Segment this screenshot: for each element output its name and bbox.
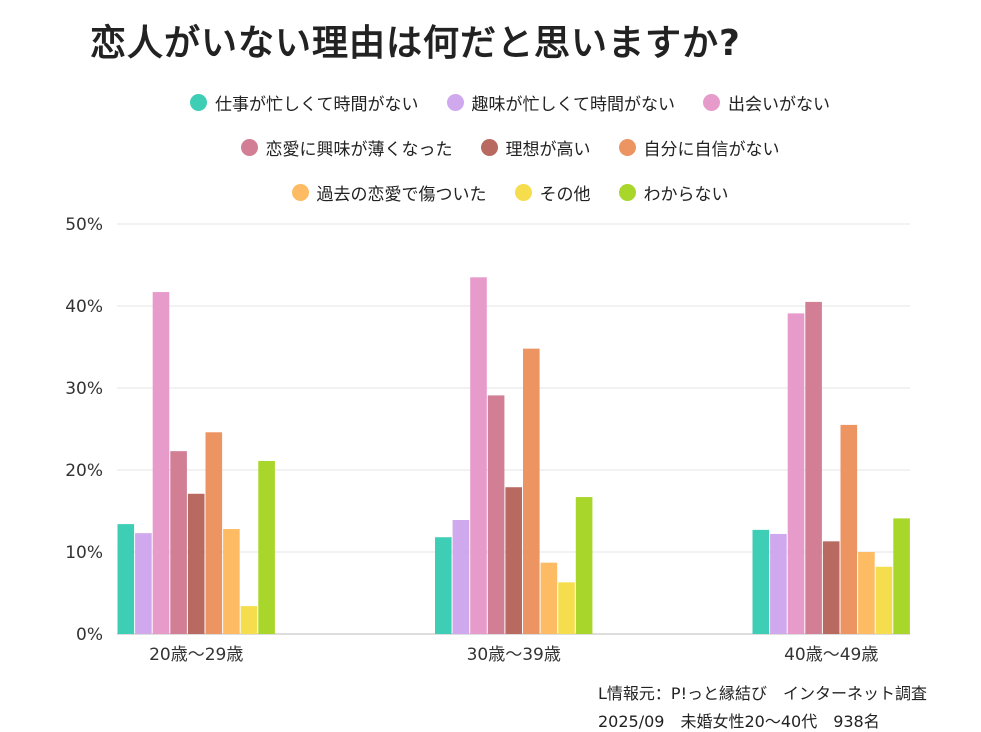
bar xyxy=(523,348,540,634)
bar xyxy=(223,529,240,634)
legend-row-3: 過去の恋愛で傷ついた その他 わからない xyxy=(0,180,981,205)
legend-item: 過去の恋愛で傷ついた xyxy=(291,180,487,205)
bar xyxy=(240,606,258,634)
bar xyxy=(575,497,593,634)
bar xyxy=(152,292,170,634)
y-tick-label: 0% xyxy=(76,625,103,645)
bar xyxy=(858,552,875,634)
bar xyxy=(805,301,822,634)
legend-label: わからない xyxy=(643,185,729,205)
bar xyxy=(787,313,805,634)
legend-item: 趣味が忙しくて時間がない xyxy=(446,90,676,115)
legend-swatch xyxy=(446,94,464,111)
y-tick-label: 50% xyxy=(65,215,103,235)
bar xyxy=(893,518,910,634)
legend-item: 恋愛に興味が薄くなった xyxy=(240,135,453,160)
legend-label: 過去の恋愛で傷ついた xyxy=(316,185,487,205)
y-tick-label: 30% xyxy=(65,379,103,399)
legend-swatch xyxy=(618,139,636,156)
bar xyxy=(487,395,505,634)
bar xyxy=(170,451,187,634)
bar xyxy=(187,493,205,634)
legend-swatch xyxy=(618,184,636,201)
legend-label: 仕事が忙しくて時間がない xyxy=(215,95,419,115)
bar xyxy=(558,582,575,634)
legend-swatch xyxy=(514,184,532,201)
chart-title: 恋人がいない理由は何だと思いますか? xyxy=(90,23,741,64)
x-tick-label: 40歳～49歳 xyxy=(784,645,878,665)
bar xyxy=(770,533,787,634)
legend-swatch xyxy=(190,94,207,111)
source-line-1: L情報元：P!っと縁結び インターネット調査 xyxy=(598,684,927,703)
bar xyxy=(540,562,558,634)
bar xyxy=(135,533,152,634)
y-tick-label: 10% xyxy=(65,543,103,563)
legend-item: わからない xyxy=(618,180,729,205)
bar xyxy=(452,520,470,634)
legend-row-2: 恋愛に興味が薄くなった 理想が高い 自分に自信がない xyxy=(0,135,981,160)
legend-item: 出会いがない xyxy=(703,90,830,115)
legend-label: 趣味が忙しくて時間がない xyxy=(471,95,676,115)
bar xyxy=(752,529,770,634)
bar xyxy=(840,424,858,634)
legend-label: 出会いがない xyxy=(728,95,830,115)
legend-item: その他 xyxy=(514,180,591,205)
legend-swatch xyxy=(291,184,309,201)
legend-label: 理想が高い xyxy=(505,140,591,160)
legend-swatch xyxy=(703,94,720,111)
x-tick-label: 30歳～39歳 xyxy=(467,645,561,665)
legend-item: 自分に自信がない xyxy=(618,135,780,160)
legend-label: 恋愛に興味が薄くなった xyxy=(265,140,453,160)
y-tick-label: 40% xyxy=(65,297,103,317)
legend-swatch xyxy=(480,139,498,156)
legend-label: 自分に自信がない xyxy=(643,140,780,160)
bar xyxy=(435,537,452,634)
bar xyxy=(470,277,487,634)
legend-label: その他 xyxy=(539,185,591,205)
legend-item: 理想が高い xyxy=(480,135,591,160)
bar xyxy=(258,460,275,634)
bar xyxy=(117,524,135,634)
x-tick-label: 20歳～29歳 xyxy=(149,645,243,665)
bar xyxy=(875,566,893,634)
bar xyxy=(505,487,522,634)
source-line-2: 2025/09 未婚女性20～40代 938名 xyxy=(598,712,880,731)
legend-swatch xyxy=(240,139,258,156)
bar xyxy=(822,541,840,634)
legend-item: 仕事が忙しくて時間がない xyxy=(190,90,419,115)
y-tick-label: 20% xyxy=(65,461,103,481)
legend-row-1: 仕事が忙しくて時間がない 趣味が忙しくて時間がない 出会いがない xyxy=(0,90,981,115)
bar xyxy=(205,432,223,634)
